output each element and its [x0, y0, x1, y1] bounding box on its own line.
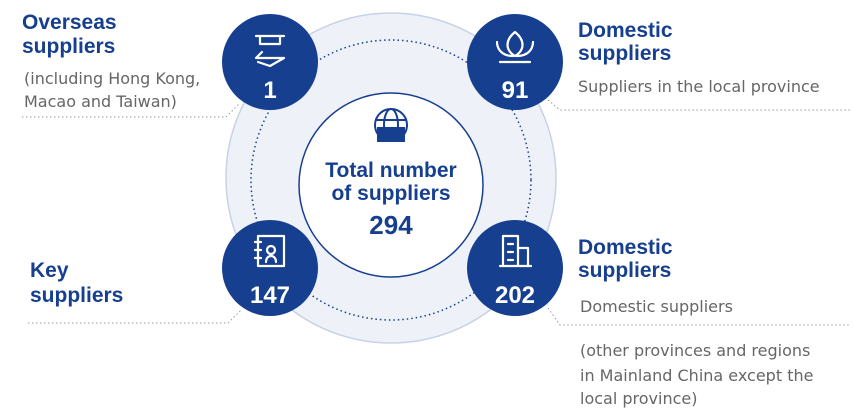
- segment-title: Key: [30, 259, 69, 282]
- badge-value: 202: [495, 282, 535, 309]
- badge-value: 91: [502, 77, 529, 104]
- segment-description: (other provinces and regions: [580, 341, 810, 360]
- globe-icon: [374, 108, 408, 142]
- segment-title: Overseas: [22, 11, 117, 34]
- badge-value: 1: [263, 77, 276, 104]
- center-circle: [298, 92, 484, 278]
- center-title: Total number: [325, 159, 456, 182]
- icon: [495, 30, 535, 64]
- badge: 91: [467, 14, 563, 110]
- dotted-ring: [250, 39, 532, 321]
- badge: 202: [467, 220, 563, 316]
- segment-description: in Mainland China except the: [580, 366, 813, 385]
- segment-description: Domestic suppliers: [580, 297, 733, 316]
- badge: 147: [222, 220, 318, 316]
- segment-title: Domestic: [578, 236, 673, 259]
- segment-description: (including Hong Kong,: [24, 69, 200, 88]
- segment-title: suppliers: [578, 259, 671, 282]
- badge: 1: [222, 14, 318, 110]
- center-value: 294: [369, 210, 413, 240]
- icon: [498, 234, 533, 268]
- segment-description: local province): [580, 389, 697, 408]
- segment-title: suppliers: [578, 42, 671, 65]
- icon: [253, 234, 286, 268]
- segment-title: suppliers: [30, 284, 123, 307]
- leader-line: [28, 308, 243, 324]
- leader-line: [547, 307, 850, 326]
- leader-line: [22, 102, 241, 118]
- segment-description: Suppliers in the local province: [578, 77, 820, 96]
- segment-title: Domestic: [578, 19, 673, 42]
- leader-line: [547, 99, 850, 111]
- center-title: of suppliers: [331, 182, 450, 205]
- segment-title: suppliers: [22, 35, 115, 58]
- badge-value: 147: [250, 282, 290, 309]
- segment-description: Macao and Taiwan): [24, 92, 177, 111]
- icon: [254, 34, 286, 68]
